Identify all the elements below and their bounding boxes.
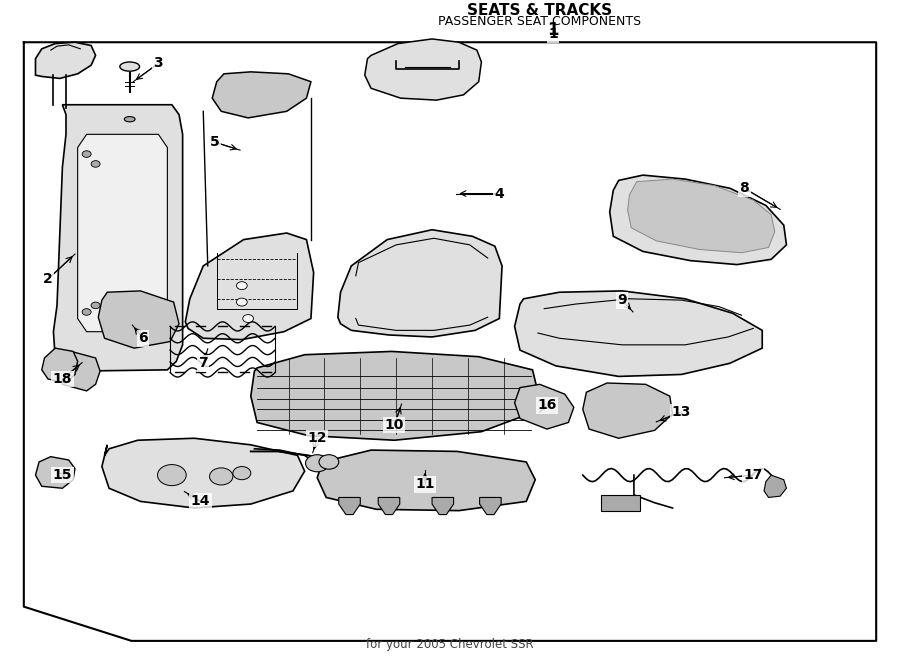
Polygon shape: [35, 42, 95, 78]
Text: 17: 17: [743, 468, 763, 482]
Ellipse shape: [124, 117, 135, 122]
Polygon shape: [364, 39, 482, 100]
Polygon shape: [185, 233, 313, 340]
Polygon shape: [764, 475, 787, 497]
Polygon shape: [583, 383, 672, 438]
Text: 16: 16: [537, 399, 556, 412]
Polygon shape: [609, 175, 787, 265]
Text: 15: 15: [52, 468, 72, 482]
Text: 9: 9: [617, 293, 627, 307]
Circle shape: [319, 455, 338, 469]
Text: 6: 6: [139, 331, 148, 346]
Polygon shape: [338, 497, 360, 514]
Circle shape: [91, 302, 100, 308]
Polygon shape: [338, 230, 502, 337]
Ellipse shape: [120, 62, 140, 71]
Text: 2: 2: [43, 272, 53, 286]
Polygon shape: [53, 105, 183, 371]
Text: 13: 13: [671, 405, 691, 419]
Polygon shape: [102, 438, 304, 508]
Text: 14: 14: [191, 495, 211, 508]
Circle shape: [233, 467, 251, 480]
Polygon shape: [515, 291, 762, 377]
Circle shape: [91, 161, 100, 167]
Text: 1: 1: [548, 27, 558, 41]
Polygon shape: [35, 457, 75, 489]
Polygon shape: [212, 72, 310, 118]
Text: 10: 10: [384, 418, 404, 432]
Circle shape: [82, 151, 91, 158]
Text: 11: 11: [415, 477, 435, 491]
Text: 8: 8: [740, 181, 749, 195]
Circle shape: [82, 308, 91, 315]
Polygon shape: [77, 134, 167, 332]
Text: 7: 7: [199, 356, 208, 370]
Polygon shape: [378, 497, 400, 514]
Circle shape: [210, 468, 233, 485]
Polygon shape: [432, 497, 454, 514]
Polygon shape: [59, 352, 100, 391]
Circle shape: [237, 282, 248, 289]
Polygon shape: [317, 450, 536, 510]
Text: PASSENGER SEAT COMPONENTS: PASSENGER SEAT COMPONENTS: [438, 15, 642, 28]
Text: 4: 4: [494, 187, 504, 201]
Text: 1: 1: [547, 21, 559, 40]
Circle shape: [243, 314, 254, 322]
Polygon shape: [515, 385, 574, 429]
Text: 18: 18: [52, 372, 72, 386]
Circle shape: [305, 455, 328, 472]
Polygon shape: [627, 179, 775, 253]
Text: 5: 5: [210, 135, 220, 149]
Polygon shape: [480, 497, 501, 514]
Text: SEATS & TRACKS: SEATS & TRACKS: [467, 3, 612, 18]
Polygon shape: [251, 352, 538, 440]
Polygon shape: [41, 348, 77, 383]
Polygon shape: [600, 495, 640, 510]
Circle shape: [158, 465, 186, 486]
Text: 3: 3: [154, 56, 163, 70]
Polygon shape: [98, 291, 179, 348]
Circle shape: [237, 298, 248, 306]
Text: for your 2005 Chevrolet SSR: for your 2005 Chevrolet SSR: [366, 638, 534, 651]
Text: 12: 12: [308, 431, 327, 446]
